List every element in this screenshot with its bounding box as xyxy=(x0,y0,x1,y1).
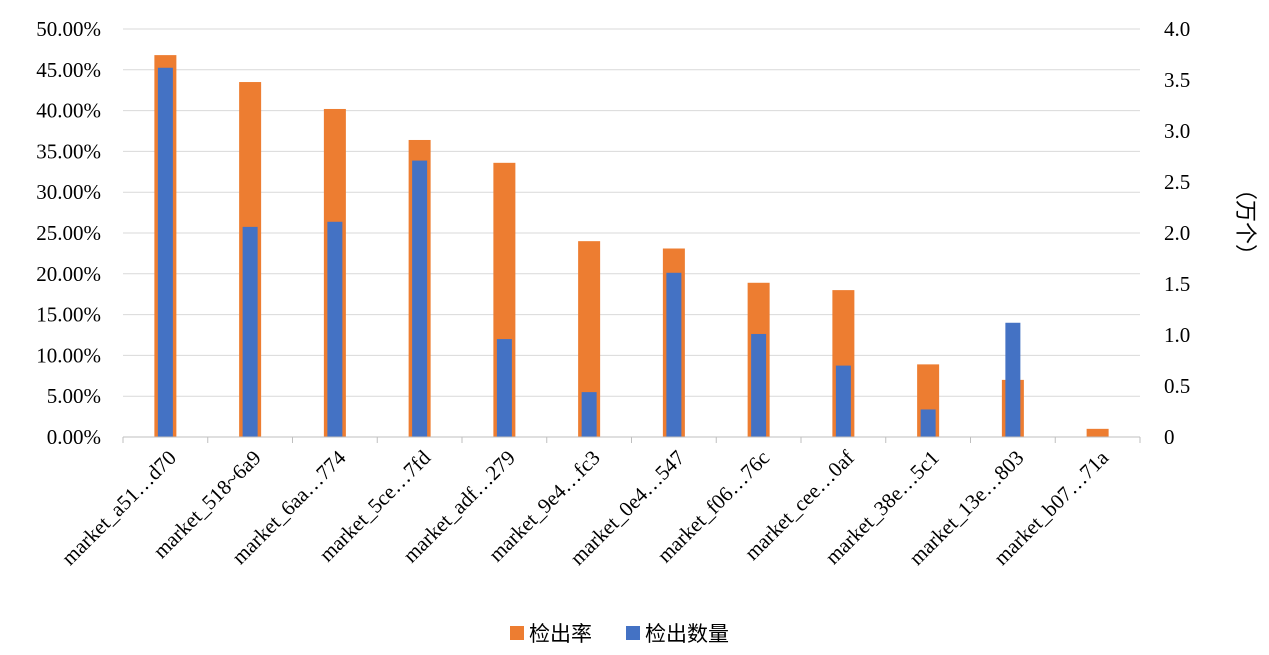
left-tick-label: 35.00% xyxy=(36,139,101,163)
bar-detection-count xyxy=(1005,322,1021,437)
right-tick-label: 1.5 xyxy=(1164,272,1190,296)
right-axis-title: （万个） xyxy=(1232,178,1257,266)
left-tick-label: 0.00% xyxy=(47,425,101,449)
series-detection-rate xyxy=(154,55,1109,437)
left-tick-label: 10.00% xyxy=(36,343,101,367)
bar-detection-count xyxy=(242,226,258,437)
right-tick-label: 3.5 xyxy=(1164,68,1190,92)
legend-label-detection-count: 检出数量 xyxy=(645,622,729,646)
bar-detection-rate xyxy=(1086,428,1109,437)
x-axis-ticks: market_a51…d70market_518~6a9market_6aa…7… xyxy=(57,445,1114,570)
bar-detection-count xyxy=(327,221,343,437)
left-tick-label: 50.00% xyxy=(36,17,101,41)
left-axis-ticks: 0.00% 5.00% 10.00% 15.00% 20.00% 25.00% 30.00%… xyxy=(36,17,101,449)
right-tick-label: 0.5 xyxy=(1164,374,1190,398)
bar-detection-count xyxy=(496,339,512,437)
gridlines xyxy=(122,28,1141,443)
left-tick-label: 40.00% xyxy=(36,99,101,123)
right-tick-label: 0 xyxy=(1164,425,1175,449)
bar-detection-count xyxy=(666,272,682,437)
series-detection-count xyxy=(157,67,1021,437)
bar-detection-count xyxy=(835,365,851,437)
right-tick-label: 1.0 xyxy=(1164,323,1190,347)
right-tick-label: 4.0 xyxy=(1164,17,1190,41)
right-axis-ticks: 0 0.5 1.0 1.5 2.0 2.5 3.0 3.5 4.0 xyxy=(1164,17,1190,449)
right-tick-label: 2.0 xyxy=(1164,221,1190,245)
left-tick-label: 45.00% xyxy=(36,58,101,82)
left-tick-label: 5.00% xyxy=(47,384,101,408)
legend: 检出率 检出数量 xyxy=(510,622,729,646)
bar-detection-count xyxy=(581,392,597,437)
legend-swatch-detection-count xyxy=(626,626,640,640)
left-tick-label: 20.00% xyxy=(36,262,101,286)
legend-swatch-detection-rate xyxy=(510,626,524,640)
bar-detection-rate xyxy=(578,241,601,437)
bar-detection-count xyxy=(157,67,173,437)
bar-detection-count xyxy=(412,160,428,437)
left-tick-label: 15.00% xyxy=(36,303,101,327)
left-tick-label: 25.00% xyxy=(36,221,101,245)
left-tick-label: 30.00% xyxy=(36,180,101,204)
legend-label-detection-rate: 检出率 xyxy=(529,622,592,646)
bar-detection-count xyxy=(751,333,767,437)
right-tick-label: 2.5 xyxy=(1164,170,1190,194)
bar-detection-count xyxy=(920,409,936,437)
right-tick-label: 3.0 xyxy=(1164,119,1190,143)
